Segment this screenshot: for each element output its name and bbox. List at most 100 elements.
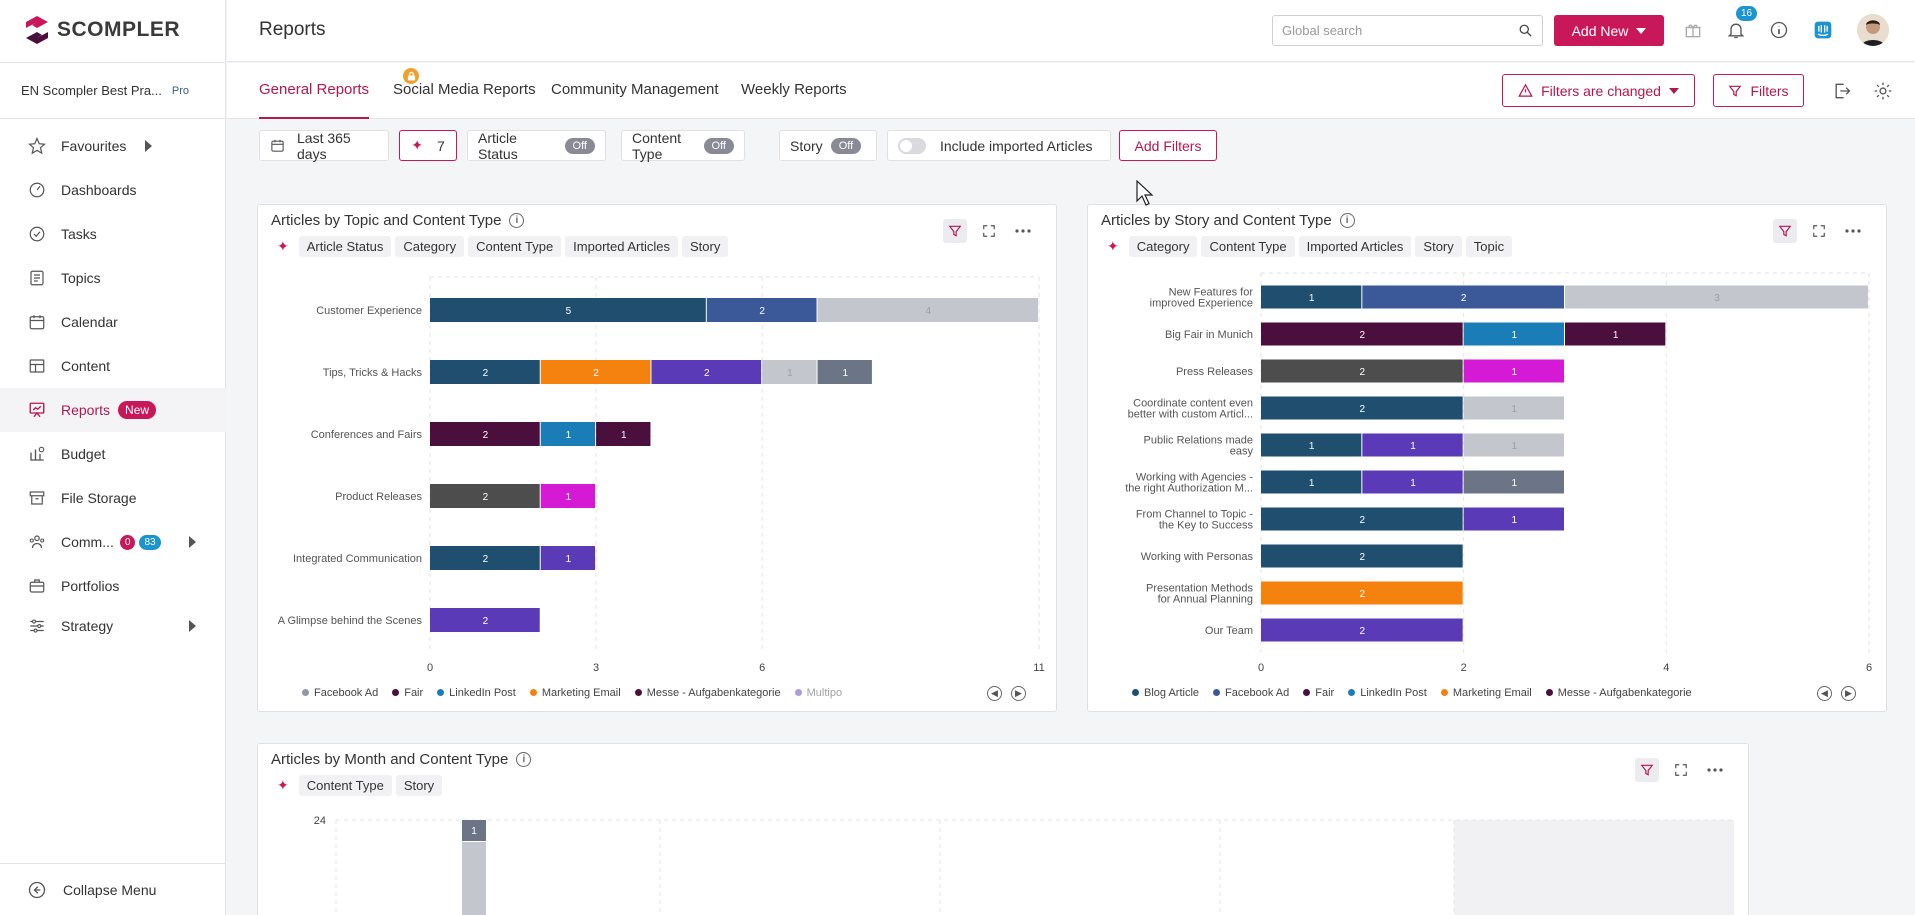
card-tag[interactable]: Story	[1415, 236, 1462, 257]
card-tag[interactable]: Content Type	[298, 775, 392, 796]
legend-item[interactable]: Multipo	[794, 687, 843, 699]
sidebar-item-dashboards[interactable]: Dashboards	[0, 168, 226, 212]
legend-item[interactable]: Marketing Email	[529, 687, 621, 699]
category-label: Presentation Methods	[1146, 583, 1254, 595]
legend-label: Multipo	[806, 687, 843, 699]
filter-icon[interactable]	[1773, 219, 1797, 243]
legend-next-icon[interactable]: ▶	[1011, 686, 1026, 701]
gift-icon[interactable]	[1681, 18, 1705, 42]
card-tag-row: ✦ Category Content Type Imported Article…	[1101, 236, 1513, 257]
legend-dot	[794, 689, 802, 696]
story-filter[interactable]: Story Off	[779, 130, 877, 161]
info-icon[interactable]: i	[509, 213, 525, 228]
legend-item[interactable]: LinkedIn Post	[437, 687, 516, 699]
expand-arrow-icon[interactable]	[189, 536, 196, 548]
legend-item[interactable]: Facebook Ad	[302, 687, 378, 699]
card-tag[interactable]: Content Type	[1201, 236, 1295, 257]
filter-icon[interactable]	[1635, 758, 1659, 782]
card-tag[interactable]: Article Status	[298, 236, 392, 257]
legend-item[interactable]: Facebook Ad	[1213, 687, 1289, 699]
org-switcher[interactable]: EN Scompler Best Pra... Pro	[0, 62, 226, 119]
include-imported-toggle[interactable]: Include imported Articles	[887, 130, 1111, 161]
sidebar-item-reports[interactable]: Reports New	[0, 388, 226, 432]
legend-item[interactable]: Messe - Aufgabenkategorie	[634, 687, 781, 699]
bar-segment	[1463, 470, 1564, 494]
info-icon[interactable]: i	[1339, 213, 1355, 228]
bar-segment	[1565, 322, 1666, 346]
collapse-menu-button[interactable]: Collapse Menu	[0, 863, 226, 915]
bar-segment	[540, 484, 596, 508]
filters-button[interactable]: Filters	[1713, 74, 1804, 107]
article-status-filter[interactable]: Article Status Off	[467, 130, 606, 162]
tab-weekly-reports[interactable]: Weekly Reports	[741, 81, 847, 98]
sidebar-item-community[interactable]: Comm... 0 83	[0, 520, 226, 564]
legend-item[interactable]: Blog Article	[1132, 687, 1199, 699]
settings-gear-icon[interactable]	[1871, 79, 1895, 103]
info-icon[interactable]: i	[516, 752, 532, 767]
content-type-filter[interactable]: Content Type Off	[621, 130, 745, 162]
sidebar-item-label: Budget	[61, 446, 106, 462]
intercom-icon[interactable]	[1811, 18, 1835, 42]
card-tag[interactable]: Imported Articles	[1298, 236, 1412, 257]
bar-segment	[430, 546, 540, 570]
fullscreen-icon[interactable]	[977, 219, 1001, 243]
bar-segment	[1463, 322, 1564, 346]
export-icon[interactable]	[1830, 79, 1854, 103]
card-tag[interactable]: Content Type	[468, 236, 562, 257]
card-tag[interactable]: Category	[395, 236, 465, 257]
sidebar-item-favourites[interactable]: Favourites	[0, 124, 226, 168]
add-filters-button[interactable]: Add Filters	[1119, 130, 1217, 161]
date-range-filter[interactable]: Last 365 days	[259, 130, 389, 162]
bar-segment	[462, 820, 486, 841]
search-placeholder: Global search	[1282, 23, 1363, 38]
global-search-input[interactable]: Global search	[1272, 15, 1543, 46]
more-options-icon[interactable]	[1703, 758, 1727, 782]
expand-arrow-icon[interactable]	[189, 620, 196, 632]
fullscreen-icon[interactable]	[1807, 219, 1831, 243]
card-tag[interactable]: Category	[1128, 236, 1198, 257]
bell-icon[interactable]: 16	[1724, 6, 1758, 42]
tab-general-reports[interactable]: General Reports	[259, 68, 419, 119]
tab-social-media-reports[interactable]: Social Media Reports	[393, 81, 536, 98]
smart-filter-chip[interactable]: ✦ 7	[399, 130, 457, 161]
info-icon[interactable]	[1767, 18, 1791, 42]
legend-prev-icon[interactable]: ◀	[1817, 686, 1832, 701]
legend-next-icon[interactable]: ▶	[1841, 686, 1856, 701]
search-icon[interactable]	[1518, 23, 1533, 41]
off-toggle[interactable]: Off	[830, 137, 862, 154]
logo[interactable]: SCOMPLER	[25, 14, 180, 46]
expand-arrow-icon[interactable]	[145, 140, 152, 152]
user-avatar[interactable]	[1857, 14, 1889, 46]
more-options-icon[interactable]	[1011, 219, 1035, 243]
legend-item[interactable]: LinkedIn Post	[1348, 687, 1427, 699]
bar-value-label: 1	[566, 554, 572, 565]
sidebar-item-tasks[interactable]: Tasks	[0, 212, 226, 256]
card-tag[interactable]: Imported Articles	[565, 236, 678, 257]
toggle-switch[interactable]	[898, 137, 926, 154]
add-new-button[interactable]: Add New	[1554, 15, 1664, 46]
off-toggle[interactable]: Off	[564, 137, 595, 154]
tab-community-management[interactable]: Community Management	[551, 81, 719, 98]
sidebar-item-budget[interactable]: Budget	[0, 432, 226, 476]
sidebar-item-strategy[interactable]: Strategy	[0, 608, 226, 644]
legend-item[interactable]: Marketing Email	[1440, 687, 1532, 699]
legend-item[interactable]: Fair	[1303, 687, 1334, 699]
legend-item[interactable]: Messe - Aufgabenkategorie	[1545, 687, 1692, 699]
filter-icon[interactable]	[943, 219, 967, 243]
chart-legend: Blog Article Facebook Ad Fair LinkedIn P…	[1132, 687, 1822, 699]
bar-value-label: 1	[566, 492, 572, 503]
card-tag[interactable]: Story	[395, 775, 443, 796]
legend-prev-icon[interactable]: ◀	[987, 686, 1002, 701]
card-tag[interactable]: Topic	[1465, 236, 1513, 257]
sidebar-item-portfolios[interactable]: Portfolios	[0, 564, 226, 608]
more-options-icon[interactable]	[1841, 219, 1865, 243]
sidebar-item-calendar[interactable]: Calendar	[0, 300, 226, 344]
filters-changed-button[interactable]: Filters are changed	[1502, 74, 1695, 107]
sidebar-item-content[interactable]: Content	[0, 344, 226, 388]
off-toggle[interactable]: Off	[703, 137, 734, 154]
sidebar-item-topics[interactable]: Topics	[0, 256, 226, 300]
sidebar-item-file-storage[interactable]: File Storage	[0, 476, 226, 520]
fullscreen-icon[interactable]	[1669, 758, 1693, 782]
legend-item[interactable]: Fair	[392, 687, 423, 699]
card-tag[interactable]: Story	[682, 236, 729, 257]
